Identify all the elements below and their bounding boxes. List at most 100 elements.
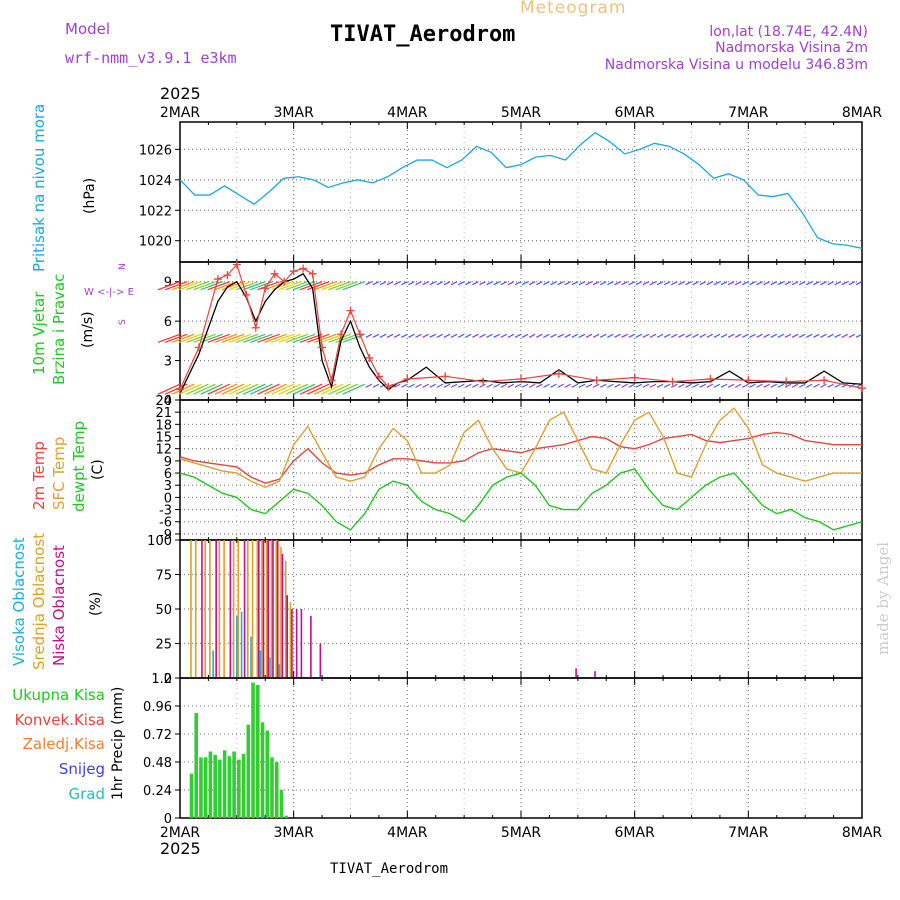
wind-tick-label: 9 (164, 276, 172, 291)
wind-barb (271, 333, 294, 343)
wind-barb (706, 333, 714, 338)
model-label: Model (65, 20, 111, 38)
wind-gust-marker (384, 382, 393, 391)
wind-barb (614, 383, 621, 388)
wind-barb (571, 281, 579, 286)
wind-barb (472, 333, 479, 338)
cloud-tick-label: 75 (155, 569, 172, 584)
wind-speed-line (179, 272, 863, 394)
wind-barb (734, 281, 742, 286)
wind-barb (599, 333, 607, 338)
wind-barb (335, 281, 358, 291)
wind-barb (827, 333, 834, 338)
wind-barb (685, 281, 692, 286)
wind-gust-marker (744, 376, 753, 385)
wind-barb (257, 281, 280, 291)
wind-barb (756, 383, 763, 388)
precip-bar (218, 759, 222, 818)
wind-gust-marker (289, 267, 298, 276)
wind-gust-marker (346, 306, 355, 315)
wind-barb (663, 281, 671, 286)
temp-2m-label: 2m Temp (30, 441, 48, 510)
wind-barb (321, 281, 344, 291)
wind-barb (742, 281, 749, 286)
wind-barb (678, 383, 685, 388)
wind-barb (221, 333, 245, 343)
wind-barb (671, 333, 678, 338)
day-label-bottom: 2MAR (160, 825, 201, 841)
wind-barb (429, 281, 437, 286)
wind-barb (314, 333, 337, 343)
wind-gust-marker (365, 353, 374, 362)
precip-tick-label: 0.48 (143, 756, 172, 771)
cloud-tick-label: 25 (155, 638, 172, 653)
wind-barb (543, 383, 550, 388)
wind-barb (465, 333, 472, 338)
wind-barb (571, 333, 579, 338)
wind-barb (720, 383, 728, 388)
precip-bar (237, 759, 241, 818)
wind-barb (422, 281, 429, 286)
wind-barb (564, 333, 571, 338)
wind-gust-marker (592, 376, 601, 385)
wind-barb (164, 333, 188, 343)
wind-gust-marker (270, 269, 279, 278)
wind-barb (592, 383, 600, 388)
wind-barb (713, 281, 721, 286)
wind-barb (607, 383, 614, 388)
pressure-panel-label: Pritisak na nivou mora (30, 103, 48, 272)
temp-sfc-label: SFC Temp (50, 436, 68, 510)
wind-barb (264, 333, 287, 343)
wind-barb (235, 281, 259, 291)
precip-snow-label: Snijeg (58, 760, 105, 778)
wind-barb (557, 333, 564, 338)
day-label-bottom: 6MAR (615, 825, 656, 841)
wind-barb (243, 333, 266, 343)
wind-barb (671, 281, 678, 286)
wind-barb (393, 333, 401, 338)
wind-barb (500, 333, 508, 338)
wind-barb (299, 383, 323, 395)
wind-barb (457, 333, 465, 338)
temp-tick-label: 24 (155, 394, 172, 409)
wind-barb (172, 281, 195, 291)
wind-gust-marker (479, 377, 488, 386)
wind-barb (292, 281, 316, 291)
wind-barb (742, 383, 749, 388)
wind-gust-marker (213, 275, 222, 284)
precip-bar (246, 724, 251, 818)
wind-barb (457, 383, 465, 388)
wind-tick-label: 3 (164, 355, 172, 370)
wind-gust-marker (403, 374, 412, 383)
wind-barb (806, 281, 813, 286)
wind-barb (365, 281, 373, 286)
day-label-top: 6MAR (615, 105, 656, 121)
wind-barb (628, 383, 635, 388)
wind-barb (671, 383, 678, 388)
wind-barb (228, 333, 252, 343)
precip-tick-label: 0.72 (143, 728, 172, 743)
wind-barb (536, 281, 543, 286)
wind-barb (328, 383, 351, 395)
wind-barb (699, 383, 706, 388)
day-label-top: 3MAR (274, 105, 315, 121)
precip-bar (189, 773, 194, 818)
wind-barb (592, 281, 600, 286)
cloud-low-label: Niska Oblacnost (50, 545, 68, 666)
wind-barb (763, 383, 770, 388)
wind-barb (393, 281, 401, 286)
wind-barb (784, 383, 792, 388)
wind-barb (855, 281, 863, 286)
wind-barb (157, 383, 181, 395)
wind-barb (827, 383, 834, 388)
wind-barb (834, 281, 841, 286)
wind-barb (285, 281, 309, 291)
meteogram-label: Meteogram (520, 0, 627, 18)
wind-barb (285, 383, 309, 395)
wind-barb (699, 281, 706, 286)
precip-bar (213, 755, 217, 818)
wind-barb (798, 383, 806, 388)
wind-barb (372, 281, 380, 286)
wind-barb (770, 333, 778, 338)
wind-gust-marker (441, 372, 450, 381)
